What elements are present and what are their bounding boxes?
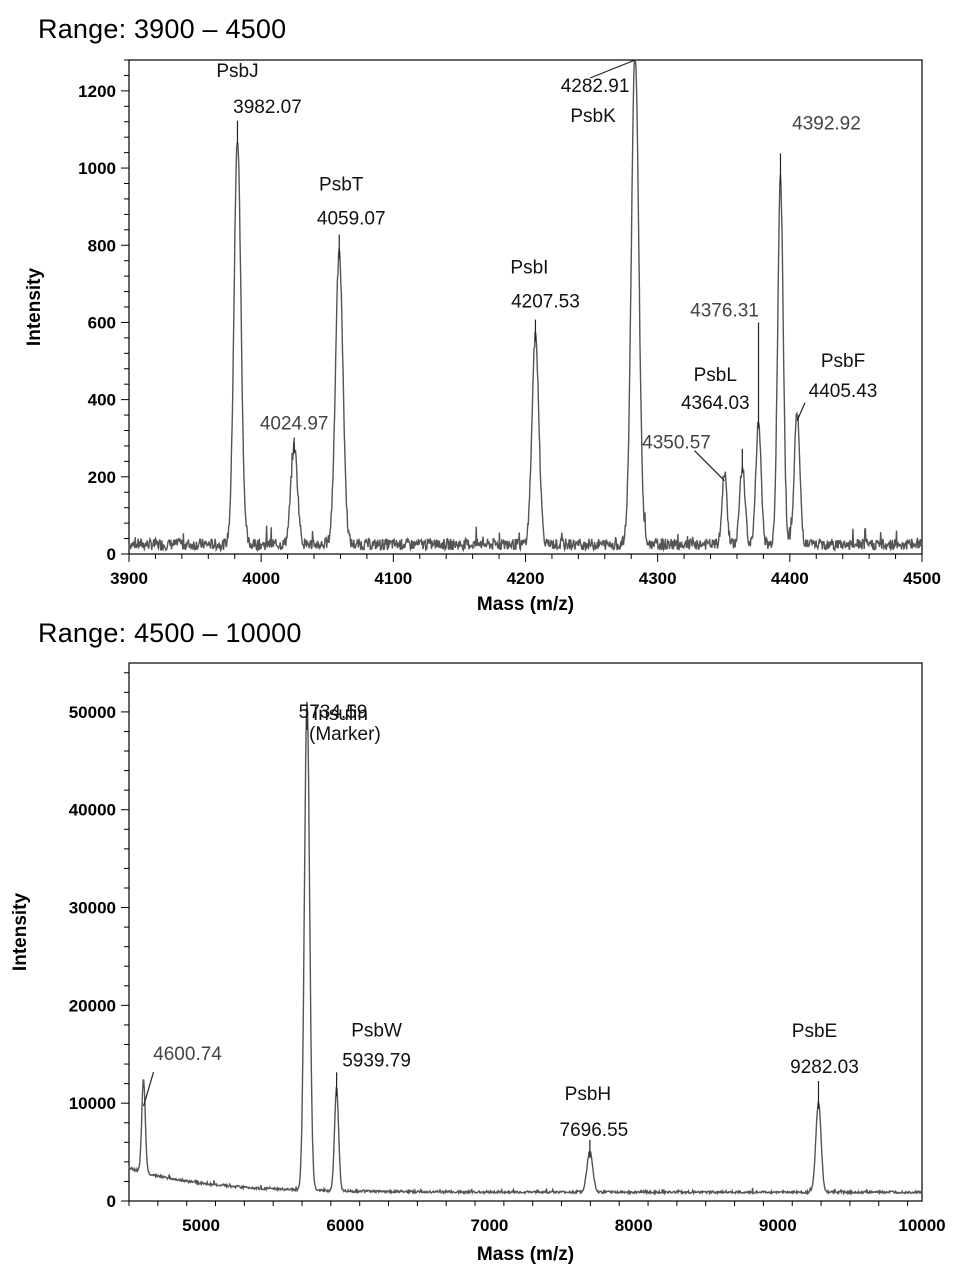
peak-annotation: PsbI 4207.53 — [510, 258, 580, 342]
y-axis-label: Intensity — [24, 268, 45, 347]
y-tick-label: 10000 — [69, 1094, 116, 1113]
annotation-leader — [589, 59, 636, 79]
y-tick-label: 800 — [88, 236, 116, 255]
peak-mass-label: 7696.55 — [560, 1120, 629, 1141]
peak-name-label: PsbH — [565, 1084, 611, 1105]
peak-annotation: 4350.57 — [642, 433, 725, 482]
x-axis-label: Mass (m/z) — [477, 1244, 574, 1265]
y-tick-label: 0 — [107, 1192, 116, 1211]
peak-name-label: PsbW — [351, 1020, 402, 1041]
y-tick-label: 1000 — [78, 159, 116, 178]
y-tick-label: 20000 — [69, 996, 116, 1015]
peak-name-label: PsbL — [694, 365, 737, 386]
peak-name-label: (Marker) — [309, 724, 381, 745]
peak-mass-label: 9282.03 — [790, 1057, 859, 1078]
peak-annotation: 4024.97 — [260, 414, 329, 454]
x-axis-label: Mass (m/z) — [477, 594, 574, 615]
peak-mass-label: 5939.79 — [342, 1050, 411, 1071]
peak-mass-label: 4207.53 — [511, 292, 580, 313]
peak-name-label: PsbJ — [216, 61, 258, 82]
x-tick-label: 5000 — [182, 1216, 220, 1235]
peak-mass-label: 4392.92 — [792, 113, 861, 134]
spectrum-trace — [128, 59, 923, 553]
peak-name-label: PsbF — [821, 351, 865, 372]
y-tick-label: 0 — [107, 545, 116, 564]
y-tick-label: 1200 — [78, 82, 116, 101]
peak-annotation: PsbL 4364.03 — [681, 365, 750, 473]
peak-mass-label: 4059.07 — [317, 209, 386, 230]
y-tick-label: 30000 — [69, 899, 116, 918]
peak-annotation: PsbF 4405.43 — [796, 351, 878, 422]
peak-annotation: 4392.92 — [779, 113, 861, 186]
chart-1: 3900 4000 4100 4200 4300 4400 4500 0 200 400 600 80… — [24, 59, 941, 615]
peak-name-label: PsbI — [510, 258, 548, 279]
spectrum-trace — [128, 701, 923, 1197]
y-axis-label: Intensity — [10, 893, 31, 972]
peak-mass-label: 4282.91 — [561, 76, 630, 97]
peak-mass-label: 4376.31 — [690, 300, 759, 321]
peak-annotation: PsbJ 3982.07 — [216, 61, 302, 145]
peak-mass-label: 4364.03 — [681, 393, 750, 414]
x-tick-label: 10000 — [898, 1216, 945, 1235]
peak-mass-label: 4600.74 — [153, 1044, 222, 1065]
chart-title-top: Range: 3900 – 4500 — [38, 14, 287, 44]
x-tick-label: 4000 — [242, 569, 280, 588]
peak-annotation: PsbW 5939.79 — [335, 1020, 411, 1097]
peak-annotation: Insulin(Marker)5734.59 — [299, 702, 381, 745]
peak-mass-label: 5734.59 — [299, 702, 368, 723]
annotation-leader — [142, 1071, 155, 1107]
x-tick-label: 4300 — [639, 569, 677, 588]
x-tick-label: 6000 — [326, 1216, 364, 1235]
annotation-leader — [796, 402, 806, 422]
peak-annotation: 4600.74 — [142, 1044, 222, 1107]
peak-annotation: 4376.31 — [690, 300, 760, 429]
peak-annotation: PsbE 9282.03 — [790, 1021, 859, 1110]
x-tick-label: 4200 — [507, 569, 545, 588]
peak-name-label: Insulin — [313, 704, 368, 725]
peak-annotation: PsbK 4282.91 — [561, 59, 636, 127]
chart-2: 5000 6000 7000 8000 9000 10000 0 10000 20000 3000… — [10, 662, 946, 1265]
peak-name-label: PsbT — [319, 175, 364, 196]
plot-frame — [128, 662, 923, 1202]
x-tick-label: 4500 — [903, 569, 941, 588]
x-tick-label: 9000 — [759, 1216, 797, 1235]
peak-annotation: PsbT 4059.07 — [317, 175, 386, 259]
x-tick-label: 7000 — [471, 1216, 509, 1235]
annotation-leader — [694, 450, 725, 482]
peak-mass-label: 4405.43 — [809, 381, 878, 402]
peak-annotation: PsbH 7696.55 — [560, 1084, 629, 1158]
peak-mass-label: 3982.07 — [233, 97, 302, 118]
y-tick-label: 50000 — [69, 703, 116, 722]
y-tick-label: 40000 — [69, 801, 116, 820]
y-tick-label: 200 — [88, 468, 116, 487]
y-tick-label: 400 — [88, 391, 116, 410]
peak-mass-label: 4024.97 — [260, 414, 329, 435]
x-tick-label: 8000 — [615, 1216, 653, 1235]
peak-mass-label: 4350.57 — [642, 433, 711, 454]
y-tick-label: 600 — [88, 313, 116, 332]
x-tick-label: 3900 — [110, 569, 148, 588]
chart-title-bottom: Range: 4500 – 10000 — [38, 618, 302, 648]
peak-name-label: PsbK — [570, 106, 616, 127]
x-tick-label: 4400 — [771, 569, 809, 588]
x-tick-label: 4100 — [374, 569, 412, 588]
peak-name-label: PsbE — [792, 1021, 837, 1042]
